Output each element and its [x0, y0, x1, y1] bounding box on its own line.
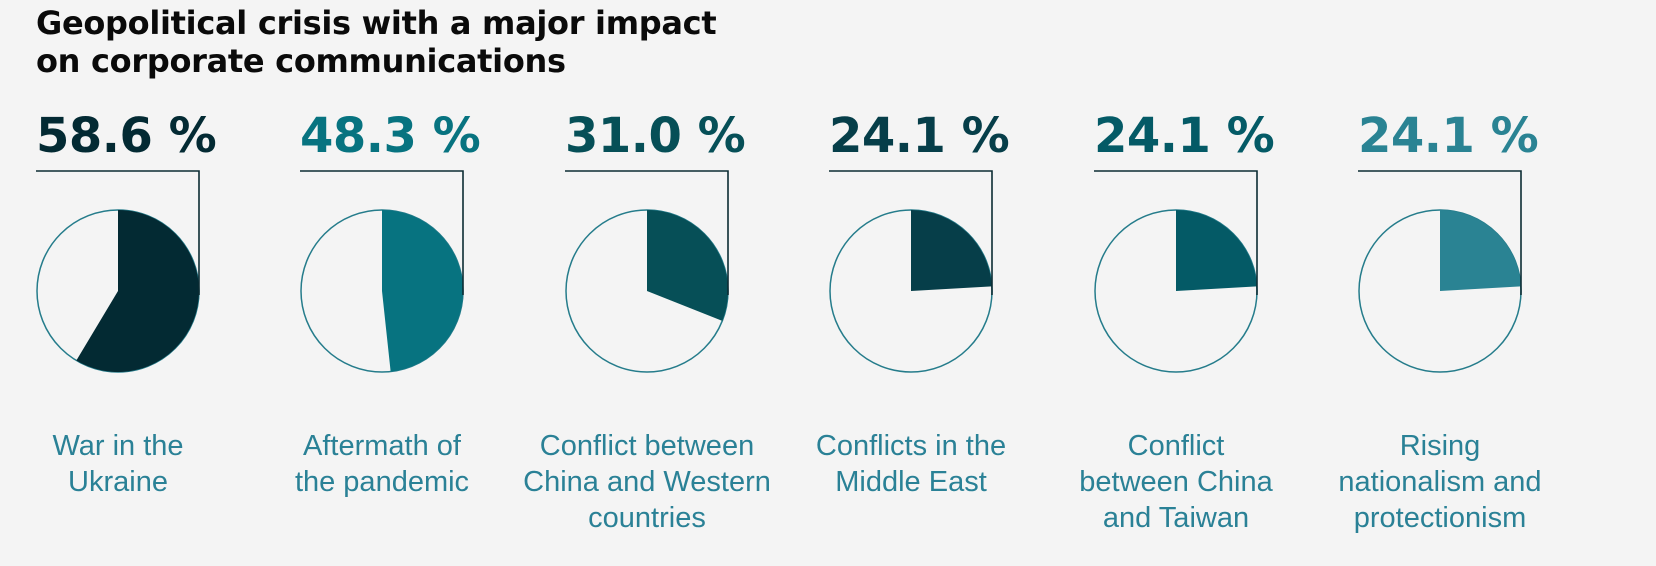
pie-chart	[36, 170, 200, 373]
category-label-line: Rising	[1399, 430, 1481, 462]
percent-label: 24.1 %	[1094, 108, 1275, 164]
category-label: War in the Ukraine	[0, 428, 248, 500]
pie-slice	[1176, 210, 1257, 291]
category-label-line: the pandemic	[294, 466, 470, 498]
pie-slice	[1440, 210, 1521, 291]
category-label-line: Conflicts in the	[815, 430, 1007, 462]
category-label-line: countries	[588, 502, 706, 534]
pie-panel: 58.6 % War in the Ukraine	[36, 0, 316, 566]
category-label: Conflict between China and Taiwan	[1046, 428, 1306, 536]
percent-label: 24.1 %	[829, 108, 1010, 164]
bracket-line	[1358, 170, 1522, 295]
pie-panel: 24.1 % Conflicts in the Middle East	[816, 0, 1109, 566]
pie-panel: 24.1 % Rising nationalism and protectionism	[1338, 0, 1638, 566]
category-label-line: War in the	[52, 430, 184, 462]
percent-label: 58.6 %	[36, 108, 217, 164]
pie-chart	[565, 170, 729, 373]
pie-chart	[1094, 170, 1258, 373]
category-label-line: protectionism	[1353, 502, 1527, 534]
category-label: Aftermath of the pandemic	[252, 428, 512, 500]
pie-panel: 31.0 % Conflict between China and Western c…	[523, 0, 845, 566]
category-label: Rising nationalism and protectionism	[1310, 428, 1570, 536]
pie-slice	[382, 210, 464, 372]
category-label: Conflict between China and Western countri…	[517, 428, 777, 536]
pie-panel: 48.3 % Aftermath of the pandemic	[295, 0, 580, 566]
category-label-line: Aftermath of	[303, 430, 461, 462]
category-label-line: Conflict between	[539, 430, 755, 462]
category-label-line: Ukraine	[68, 466, 168, 498]
pie-chart	[829, 170, 993, 373]
pie-chart	[300, 170, 464, 373]
pie-slice	[76, 210, 199, 372]
bracket-line	[829, 170, 993, 295]
percent-label: 48.3 %	[300, 108, 481, 164]
chart-title-line-2: on corporate communications	[36, 42, 566, 80]
pie-chart	[1358, 170, 1522, 373]
category-label-line: nationalism and	[1338, 466, 1542, 498]
category-label-line: Middle East	[835, 466, 987, 498]
category-label: Conflicts in the Middle East	[781, 428, 1041, 500]
percent-label: 31.0 %	[565, 108, 746, 164]
category-label-line: and Taiwan	[1102, 502, 1250, 534]
bracket-line	[565, 170, 729, 295]
category-label-line: Conflict	[1127, 430, 1225, 462]
bracket-line	[36, 170, 200, 295]
pie-slice	[911, 210, 992, 291]
pie-panel: 24.1 % Conflict between China and Taiwan	[1079, 0, 1374, 566]
percent-label: 24.1 %	[1358, 108, 1539, 164]
chart-title: Geopolitical crisis with a major impact …	[36, 4, 717, 80]
category-label-line: China and Western	[523, 466, 771, 498]
pie-slice	[647, 210, 728, 321]
bracket-line	[1094, 170, 1258, 295]
bracket-line	[300, 170, 464, 295]
chart-title-line-1: Geopolitical crisis with a major impact	[36, 4, 717, 42]
category-label-line: between China	[1079, 466, 1273, 498]
